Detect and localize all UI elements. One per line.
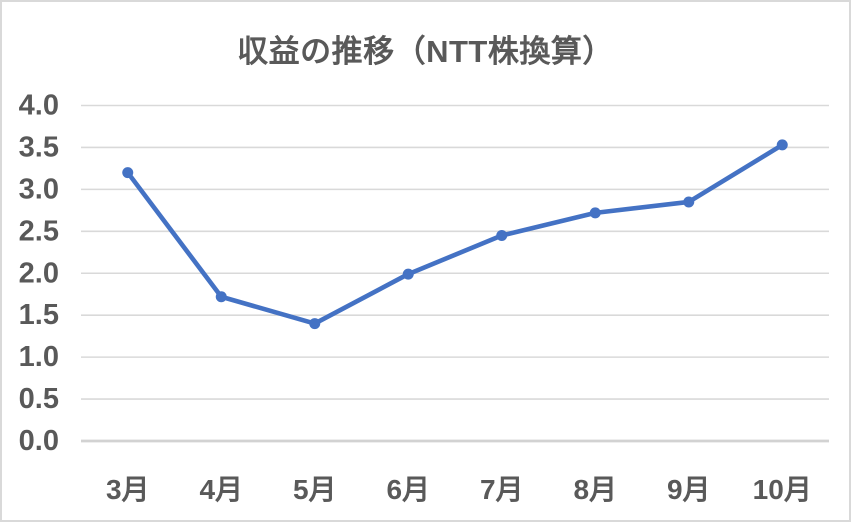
y-tick-label: 0.0 [19, 425, 59, 457]
data-point-marker [215, 291, 227, 303]
data-point-marker [402, 268, 414, 280]
x-tick-label: 7月 [480, 474, 524, 505]
y-tick-label: 0.5 [19, 383, 59, 415]
data-point-marker [589, 207, 601, 219]
data-point-marker [309, 318, 321, 330]
y-tick-label: 3.0 [19, 173, 59, 205]
x-tick-label: 8月 [573, 474, 617, 505]
y-tick-label: 1.5 [19, 299, 59, 331]
y-tick-label: 4.0 [19, 90, 59, 122]
y-tick-label: 2.0 [19, 257, 59, 289]
x-tick-label: 9月 [667, 474, 711, 505]
chart-title: 収益の推移（NTT株換算） [237, 34, 614, 69]
x-tick-label: 6月 [386, 474, 430, 505]
x-tick-label: 3月 [106, 474, 150, 505]
x-tick-label: 10月 [753, 474, 812, 505]
x-tick-label: 5月 [293, 474, 337, 505]
data-point-marker [683, 196, 695, 208]
x-tick-label: 4月 [199, 474, 243, 505]
data-point-marker [122, 167, 134, 179]
data-point-marker [496, 230, 508, 242]
y-tick-label: 1.0 [19, 341, 59, 373]
data-point-marker [776, 139, 788, 151]
y-tick-label: 3.5 [19, 131, 59, 163]
y-tick-label: 2.5 [19, 215, 59, 247]
data-series-line [125, 142, 785, 326]
